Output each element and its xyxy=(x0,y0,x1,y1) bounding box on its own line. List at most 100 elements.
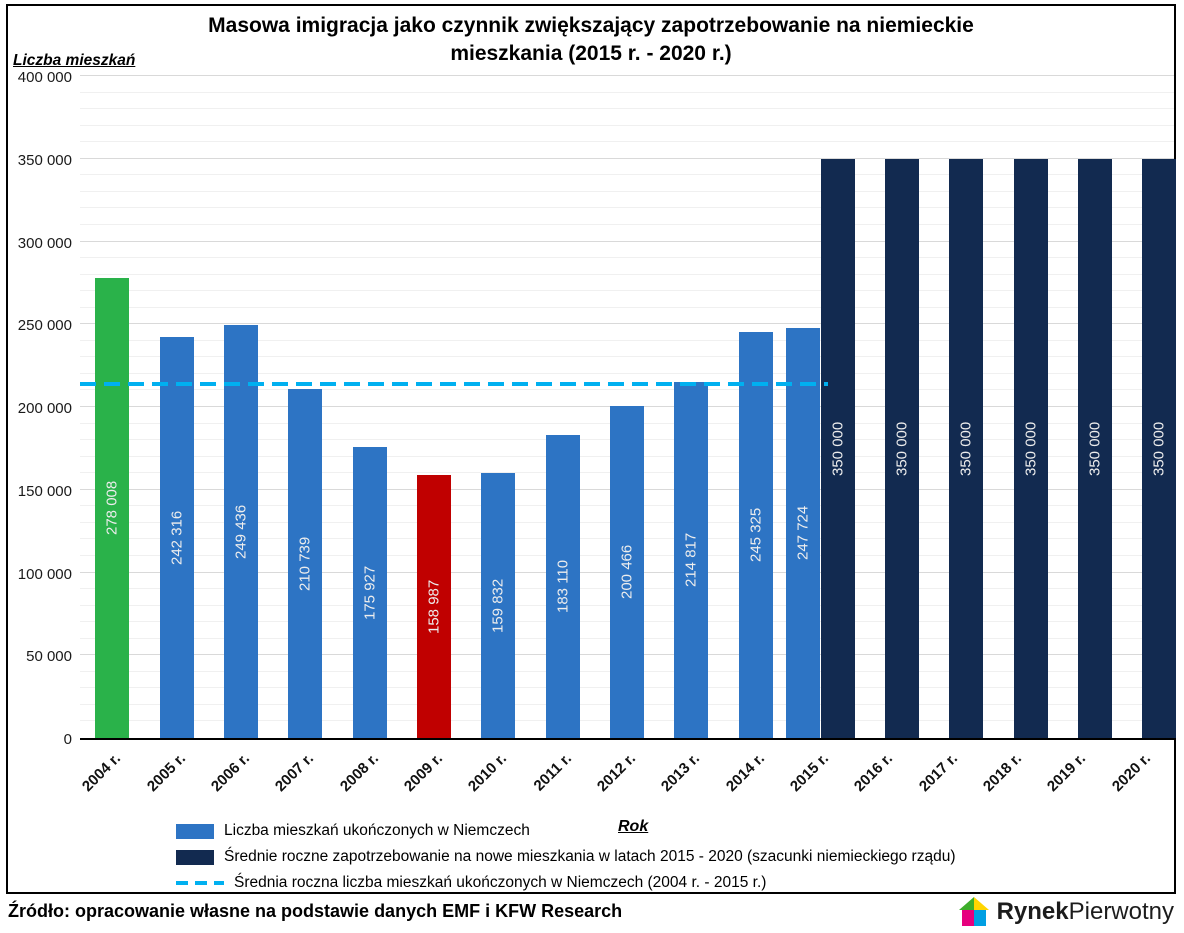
gridline xyxy=(80,356,1174,358)
bar-2017r: 350 000 xyxy=(949,159,984,738)
x-axis-tick-label: 2007 r. xyxy=(272,750,318,796)
gridline xyxy=(80,257,1174,259)
y-axis-tick-label: 100 000 xyxy=(17,565,72,583)
bar-2005r: 242 316 xyxy=(159,337,194,738)
gridline xyxy=(80,190,1174,192)
bar-2020r: 350 000 xyxy=(1142,159,1177,738)
bar-value-label: 158 987 xyxy=(425,579,443,634)
y-axis-tick-label: 150 000 xyxy=(17,482,72,500)
bar-value-label: 350 000 xyxy=(829,421,847,476)
gridline xyxy=(80,372,1174,374)
bar-value-label: 245 325 xyxy=(747,507,765,563)
x-axis-tick-label: 2015 r. xyxy=(787,750,833,796)
gridline xyxy=(80,290,1174,292)
x-axis-tick-label: 2019 r. xyxy=(1044,750,1090,796)
average-dashed-line xyxy=(80,382,828,387)
x-axis-tick-label: 2014 r. xyxy=(722,750,768,796)
bar-value-label: 242 316 xyxy=(168,510,186,565)
x-axis-tick-label: 2013 r. xyxy=(658,750,704,796)
legend-label: Średnia roczna liczba mieszkań ukończony… xyxy=(234,874,767,891)
x-axis-tick-label: 2008 r. xyxy=(336,750,382,796)
y-axis-title: Liczba mieszkań xyxy=(13,52,136,69)
gridline xyxy=(80,157,1174,159)
legend-color-swatch xyxy=(176,849,214,865)
gridline xyxy=(80,323,1174,325)
bar-2015r: 247 724 xyxy=(785,328,820,738)
x-axis-tick-label: 2005 r. xyxy=(143,750,189,796)
x-axis-tick-label: 2018 r. xyxy=(980,750,1026,796)
source-note: Źródło: opracowanie własne na podstawie … xyxy=(8,901,623,921)
bar-2015r: 350 000 xyxy=(820,159,855,738)
legend-dash-marker xyxy=(176,881,224,885)
rynekpierwotny-logo: Rynek Pierwotny xyxy=(957,896,1174,928)
legend-item: Średnie roczne zapotrzebowanie na nowe m… xyxy=(176,848,956,866)
bar-value-label: 214 817 xyxy=(682,532,700,588)
bar-value-label: 350 000 xyxy=(893,421,911,476)
x-axis-tick-label: 2010 r. xyxy=(465,750,511,796)
chart-frame: Masowa imigracja jako czynnik zwiększają… xyxy=(6,4,1177,894)
logo-text-rynek: Rynek xyxy=(996,898,1069,925)
gridline xyxy=(80,273,1174,275)
x-axis-tick-label: 2017 r. xyxy=(915,750,961,796)
x-axis-tick-label: 2006 r. xyxy=(207,750,253,796)
bar-value-label: 249 436 xyxy=(232,504,250,559)
chart-title: Masowa imigracja jako czynnik zwiększają… xyxy=(8,12,1174,69)
bar-value-label: 200 466 xyxy=(618,544,636,600)
gridline xyxy=(80,223,1174,225)
bar-2011r: 183 110 xyxy=(545,435,580,738)
y-axis-tick-label: 200 000 xyxy=(17,400,72,417)
house-icon xyxy=(958,897,989,926)
y-axis-tick-label: 300 000 xyxy=(17,234,72,252)
gridline xyxy=(80,174,1174,176)
x-axis-tick-label: 2004 r. xyxy=(79,750,125,796)
bar-value-label: 278 008 xyxy=(103,480,121,536)
gridline xyxy=(80,240,1174,242)
bar-2010r: 159 832 xyxy=(481,473,516,738)
legend-item: Liczba mieszkań ukończonych w Niemczech xyxy=(176,822,956,840)
bar-2019r: 350 000 xyxy=(1077,159,1112,738)
gridline xyxy=(80,124,1174,126)
bar-2016r: 350 000 xyxy=(884,159,919,738)
bar-2006r: 249 436 xyxy=(223,325,258,738)
bar-2012r: 200 466 xyxy=(610,406,644,738)
x-axis-title: Rok xyxy=(618,818,649,835)
legend-color-swatch xyxy=(176,823,214,839)
x-axis-tick-label: 2011 r. xyxy=(530,750,575,795)
y-axis-tick-label: 250 000 xyxy=(17,317,72,335)
bar-2008r: 175 927 xyxy=(352,447,387,738)
gridline xyxy=(80,339,1174,341)
bar-value-label: 350 000 xyxy=(1086,421,1104,476)
chart-title-line2: mieszkania (2015 r. - 2020 r.) xyxy=(450,42,732,66)
bar-2014r: 245 325 xyxy=(738,332,773,738)
gridline xyxy=(80,207,1174,209)
bar-2013r: 214 817 xyxy=(674,382,709,738)
gridline xyxy=(80,389,1174,391)
legend-label: Średnie roczne zapotrzebowanie na nowe m… xyxy=(224,848,956,865)
bar-2007r: 210 739 xyxy=(288,389,323,738)
x-axis-tick-label: 2012 r. xyxy=(593,750,640,796)
bar-2018r: 350 000 xyxy=(1013,159,1048,738)
chart-legend: Liczba mieszkań ukończonych w Niemczech Ś… xyxy=(176,822,956,900)
legend-label: Liczba mieszkań ukończonych w Niemczech xyxy=(224,822,530,839)
x-axis-tick-label: 2020 r. xyxy=(1108,750,1154,796)
legend-item: Średnia roczna liczba mieszkań ukończony… xyxy=(176,874,956,892)
x-axis-tick-labels: 2004 r. 2005 r. 2006 r. 2007 r. 2008 r. 2009 … xyxy=(79,743,1174,815)
bar-value-label: 350 000 xyxy=(1150,421,1168,476)
y-axis-tick-labels: 0 50 000 100 000 150 000 200 000 250 000 300 0… xyxy=(8,69,72,748)
bar-value-label: 175 927 xyxy=(361,565,379,620)
bar-value-label: 350 000 xyxy=(1022,421,1040,476)
gridline xyxy=(80,108,1174,110)
bar-value-label: 183 110 xyxy=(554,559,572,614)
plot-area: 278 008 242 316 249 436 210 739 175 927 158 9… xyxy=(80,75,1177,740)
y-axis-tick-label: 350 000 xyxy=(17,151,72,169)
bar-value-label: 210 739 xyxy=(296,536,314,591)
gridline xyxy=(80,91,1174,93)
bar-value-label: 350 000 xyxy=(957,421,975,476)
chart-title-line1: Masowa imigracja jako czynnik zwiększają… xyxy=(208,14,974,37)
x-axis-tick-label: 2016 r. xyxy=(851,750,897,796)
bar-2009r: 158 987 xyxy=(416,475,451,738)
logo-text-pierwotny: Pierwotny xyxy=(1068,898,1174,925)
bar-value-label: 159 832 xyxy=(489,578,507,633)
gridline xyxy=(80,141,1174,143)
